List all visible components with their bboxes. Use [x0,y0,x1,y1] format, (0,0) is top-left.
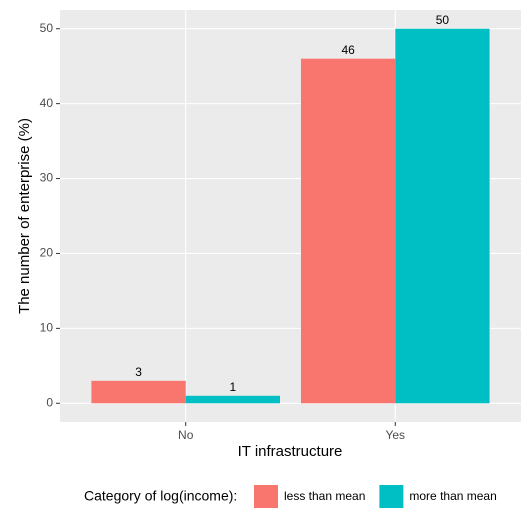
legend-key [254,485,278,509]
y-tick-label: 40 [40,96,54,110]
bar [395,28,490,404]
x-tick-label: Yes [385,428,405,442]
y-tick-label: 10 [40,321,54,335]
y-axis-title: The number of enterprise (%) [16,118,33,314]
y-tick-label: 20 [40,246,54,260]
y-tick-label: 0 [46,395,53,409]
y-tick-label: 50 [40,21,54,35]
bar [185,395,281,404]
data-label: 50 [436,13,450,27]
legend-key [379,485,404,509]
data-label: 46 [341,43,355,57]
legend-label: more than mean [409,489,496,503]
x-tick-label: No [178,428,194,442]
y-tick-label: 30 [40,171,54,185]
legend-title: Category of log(income): [84,488,237,504]
bar [91,380,186,404]
legend-label: less than mean [284,489,365,503]
data-label: 1 [230,380,237,394]
bar [300,58,396,404]
data-label: 3 [135,365,142,379]
x-axis-title: IT infrastructure [238,443,343,460]
